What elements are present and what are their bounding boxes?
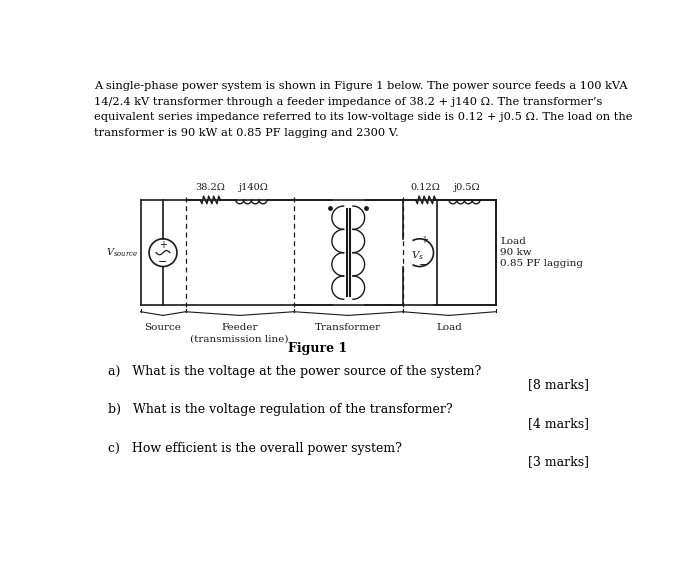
Text: 38.2Ω: 38.2Ω bbox=[195, 183, 225, 192]
Text: Feeder
(transmission line): Feeder (transmission line) bbox=[191, 323, 289, 344]
Text: Load: Load bbox=[500, 238, 526, 246]
Text: Figure 1: Figure 1 bbox=[287, 342, 347, 355]
Text: 14/2.4 kV transformer through a feeder impedance of 38.2 + j140 Ω. The transform: 14/2.4 kV transformer through a feeder i… bbox=[94, 97, 603, 107]
Text: Load: Load bbox=[436, 323, 462, 332]
Text: [8 marks]: [8 marks] bbox=[527, 379, 589, 392]
Text: V$_\mathregular{source}$: V$_\mathregular{source}$ bbox=[106, 246, 138, 259]
Text: V$_s$: V$_s$ bbox=[412, 249, 424, 262]
Text: transformer is 90 kW at 0.85 PF lagging and 2300 V.: transformer is 90 kW at 0.85 PF lagging … bbox=[94, 128, 399, 138]
Text: equivalent series impedance referred to its low-voltage side is 0.12 + j0.5 Ω. T: equivalent series impedance referred to … bbox=[94, 112, 633, 122]
Text: A single-phase power system is shown in Figure 1 below. The power source feeds a: A single-phase power system is shown in … bbox=[94, 81, 628, 91]
Text: 90 kw: 90 kw bbox=[500, 248, 532, 257]
Text: a)   What is the voltage at the power source of the system?: a) What is the voltage at the power sour… bbox=[108, 365, 481, 377]
Text: j140Ω: j140Ω bbox=[239, 183, 268, 192]
Text: c)   How efficient is the overall power system?: c) How efficient is the overall power sy… bbox=[108, 442, 402, 455]
Text: Transformer: Transformer bbox=[315, 323, 381, 332]
Text: +: + bbox=[159, 240, 167, 250]
Text: +: + bbox=[420, 235, 428, 245]
Text: 0.12Ω: 0.12Ω bbox=[411, 183, 441, 192]
Text: [4 marks]: [4 marks] bbox=[527, 417, 589, 430]
Text: [3 marks]: [3 marks] bbox=[527, 456, 589, 469]
Text: −: − bbox=[419, 260, 428, 270]
Text: b)   What is the voltage regulation of the transformer?: b) What is the voltage regulation of the… bbox=[108, 403, 453, 416]
Text: 0.85 PF lagging: 0.85 PF lagging bbox=[500, 259, 583, 268]
Text: −: − bbox=[159, 257, 167, 267]
Text: Source: Source bbox=[144, 323, 182, 332]
Text: j0.5Ω: j0.5Ω bbox=[454, 183, 480, 192]
